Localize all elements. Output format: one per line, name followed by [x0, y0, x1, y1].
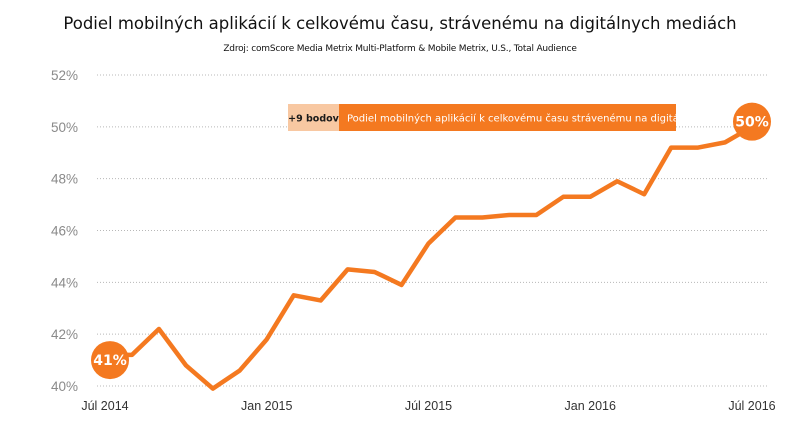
x-tick-label: Jan 2016: [565, 399, 616, 413]
value-bubble: [733, 102, 771, 141]
y-tick-label: 42%: [51, 327, 78, 342]
y-axis-ticks: 40% 42% 44% 46% 48% 50% 52%: [51, 68, 78, 394]
y-tick-label: 52%: [51, 68, 78, 83]
chart-source: Zdroj: comScore Media Metrix Multi-Platf…: [223, 44, 577, 54]
legend-badge: +9 bodov: [288, 114, 340, 125]
y-tick-label: 50%: [51, 120, 78, 135]
x-tick-label: Júl 2014: [81, 399, 128, 413]
series-line: [102, 124, 755, 391]
y-tick-label: 44%: [51, 275, 78, 290]
y-tick-label: 46%: [51, 224, 78, 239]
y-tick-label: 40%: [51, 379, 78, 394]
value-bubble-label: 50%: [735, 115, 769, 131]
value-bubble-label: 41%: [93, 353, 127, 369]
value-bubble: [91, 341, 129, 380]
x-axis-ticks: Júl 2014 Jan 2015 Júl 2015 Jan 2016 Júl 2016: [81, 399, 775, 413]
legend: +9 bodov Podiel mobilných aplikácií k ce…: [288, 104, 752, 131]
y-tick-label: 48%: [51, 172, 78, 187]
annotations: 41% 50%: [91, 102, 771, 380]
legend-label: Podiel mobilných aplikácií k celkovému č…: [347, 113, 752, 125]
legend-badge-background: [288, 104, 339, 131]
x-tick-label: Júl 2015: [405, 399, 452, 413]
series-layer: [102, 124, 755, 391]
x-tick-label: Jan 2015: [241, 399, 292, 413]
legend-label-background: [339, 104, 676, 131]
x-tick-label: Júl 2016: [728, 399, 775, 413]
chart-title: Podiel mobilných aplikácií k celkovému č…: [63, 14, 737, 33]
